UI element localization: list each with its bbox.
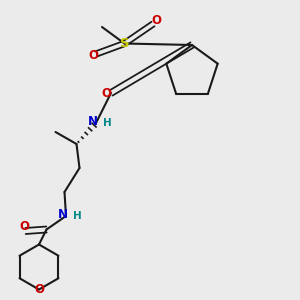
Text: H: H	[103, 118, 112, 128]
Text: O: O	[34, 283, 44, 296]
Text: N: N	[57, 208, 68, 221]
Text: O: O	[101, 86, 112, 100]
Text: O: O	[151, 14, 161, 28]
Text: O: O	[88, 49, 98, 62]
Text: S: S	[120, 37, 129, 50]
Text: N: N	[87, 115, 98, 128]
Text: O: O	[19, 220, 29, 233]
Text: H: H	[73, 211, 82, 221]
